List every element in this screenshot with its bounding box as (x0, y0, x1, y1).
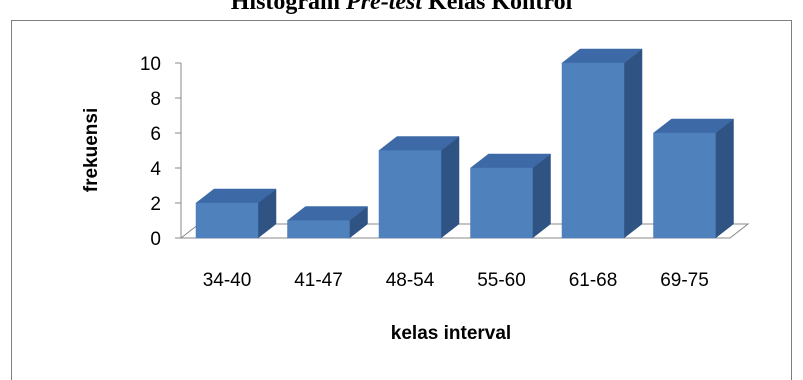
bar-front (470, 167, 533, 239)
x-category-label: 41-47 (294, 270, 343, 291)
y-tick-label: 8 (150, 89, 161, 110)
x-category-label: 61-68 (569, 270, 618, 291)
y-tick-label: 4 (150, 159, 161, 180)
bar-front (195, 202, 259, 239)
x-axis-label: kelas interval (391, 323, 511, 344)
x-category-labels: 34-40 41-47 48-54 55-60 61-68 69-75 (203, 270, 709, 291)
chart-title-suffix: Kelas Kontrol (422, 0, 573, 15)
chart-title: Histogram Pre-test Kelas Kontrol (0, 0, 803, 19)
bar-front (287, 220, 350, 239)
chart-title-prefix: Histogram (230, 0, 347, 15)
x-category-label: 69-75 (660, 270, 709, 291)
bar-front (378, 150, 442, 239)
y-tick-label: 10 (140, 54, 161, 75)
x-category-label: 48-54 (386, 270, 435, 291)
chart-frame (11, 20, 792, 380)
y-tick-label: 6 (150, 124, 161, 145)
bar-front (561, 62, 625, 239)
bar (286, 205, 369, 239)
bar (195, 188, 277, 239)
bar (561, 48, 643, 239)
y-tick-label: 0 (150, 229, 161, 250)
bar-side (440, 135, 460, 239)
bar-side (532, 153, 551, 239)
bar (378, 135, 460, 239)
y-axis-label: frekuensi (81, 108, 102, 192)
chart-bars (195, 48, 735, 239)
bar-front (653, 132, 716, 239)
bar (469, 153, 552, 239)
y-tick-label: 2 (150, 194, 161, 215)
x-category-label: 34-40 (203, 270, 252, 291)
y-tick-labels: 0 2 4 6 8 10 (140, 54, 162, 250)
x-category-label: 55-60 (477, 270, 526, 291)
chart-title-italic: Pre-test (346, 0, 423, 15)
bar (652, 118, 735, 239)
bar-side (623, 48, 643, 239)
bar-side (715, 118, 734, 239)
